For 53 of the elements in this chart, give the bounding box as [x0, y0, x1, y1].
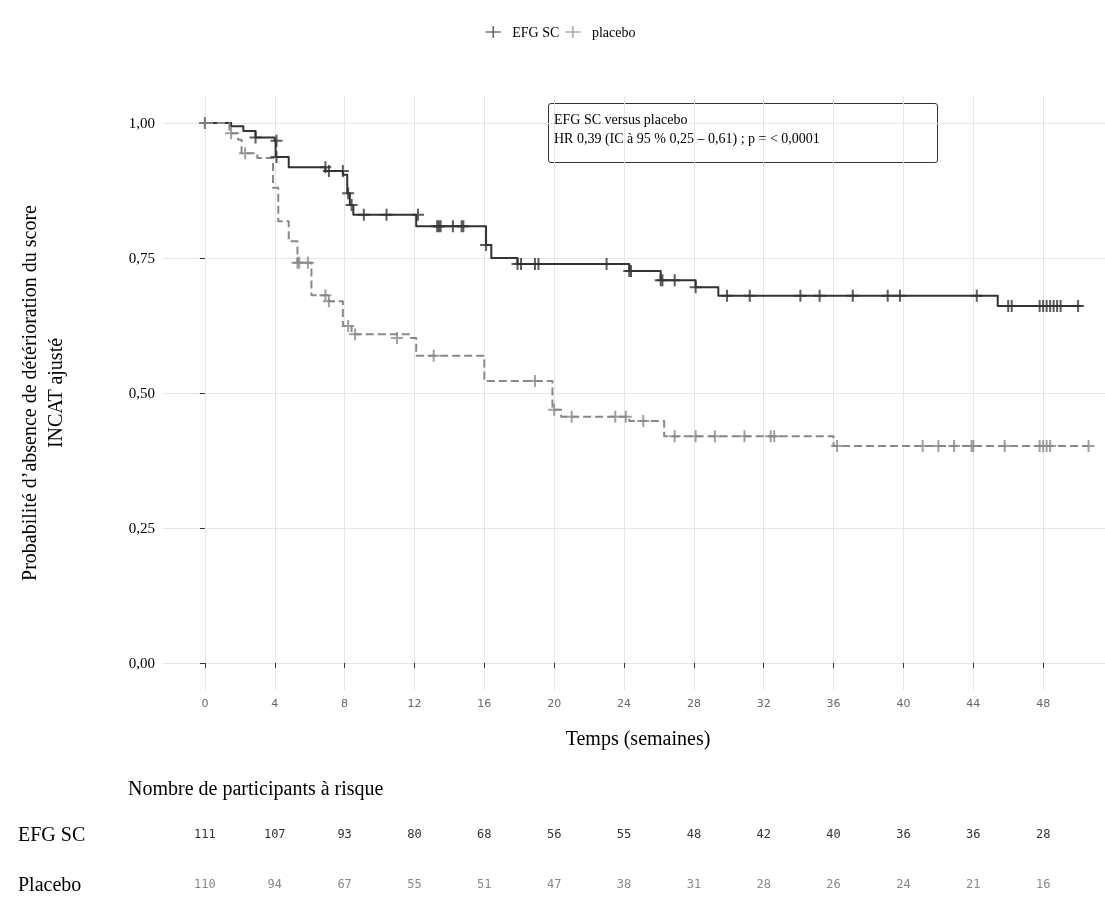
text: 47	[546, 877, 562, 891]
text: 16	[1035, 877, 1051, 891]
text: 107	[263, 827, 286, 841]
text: EFG SC	[18, 823, 86, 845]
annotation: EFG SC versus placebo	[554, 111, 688, 127]
x-tick-label: 28	[686, 697, 701, 710]
text: 24	[896, 877, 911, 891]
text: 56	[546, 827, 562, 841]
text: 68	[477, 827, 492, 841]
text: 28	[1035, 827, 1051, 841]
text: 93	[337, 827, 352, 841]
text: 48	[686, 827, 702, 841]
text: Nombre de participants à risque	[128, 777, 384, 800]
annotation: HR 0,39 (IC à 95 % 0,25 – 0,61) ; p = < 0,0001	[554, 130, 820, 147]
text: 36	[966, 827, 981, 841]
text: 55	[407, 877, 422, 891]
text: 110	[194, 877, 216, 891]
x-tick-label: 8	[341, 697, 349, 710]
text: 40	[826, 827, 841, 841]
y-axis-title: Probabilité d’absence de détérioration du score INCAT ajusté	[18, 204, 67, 581]
text: 55	[616, 827, 632, 841]
x-tick-label: 16	[477, 697, 492, 710]
x-axis-title: Temps (semaines)	[565, 727, 711, 750]
y-tick-label: 0,50	[128, 385, 155, 401]
x-tick-label: 4	[271, 697, 279, 710]
legend-label: EFG SC	[512, 24, 560, 40]
text: 111	[194, 827, 216, 841]
x-tick-label: 12	[407, 697, 422, 710]
x-tick-label: 44	[966, 697, 981, 710]
x-tick-label: 20	[547, 697, 562, 710]
legend-label: placebo	[591, 24, 636, 40]
text: 36	[896, 827, 911, 841]
x-tick-label: 40	[896, 697, 911, 710]
y-tick-label: 0,25	[128, 520, 155, 536]
y-tick-label: 1,00	[128, 115, 155, 131]
text: 42	[756, 827, 771, 841]
text: 38	[616, 877, 632, 891]
x-tick-label: 32	[756, 697, 771, 710]
x-tick-label: 24	[617, 697, 632, 710]
x-tick-label: 48	[1036, 697, 1051, 710]
y-tick-label: 0,00	[128, 655, 155, 671]
x-tick-label: 36	[826, 697, 841, 710]
text: 94	[267, 877, 282, 891]
text: Placebo	[18, 873, 82, 895]
x-tick-label: 0	[201, 697, 209, 710]
text: 28	[756, 877, 771, 891]
y-tick-label: 0,75	[128, 250, 155, 266]
text: 80	[407, 827, 422, 841]
text: 67	[337, 877, 352, 891]
text: 31	[686, 877, 702, 891]
text: 51	[477, 877, 492, 891]
text: 26	[826, 877, 841, 891]
text: 21	[966, 877, 981, 891]
